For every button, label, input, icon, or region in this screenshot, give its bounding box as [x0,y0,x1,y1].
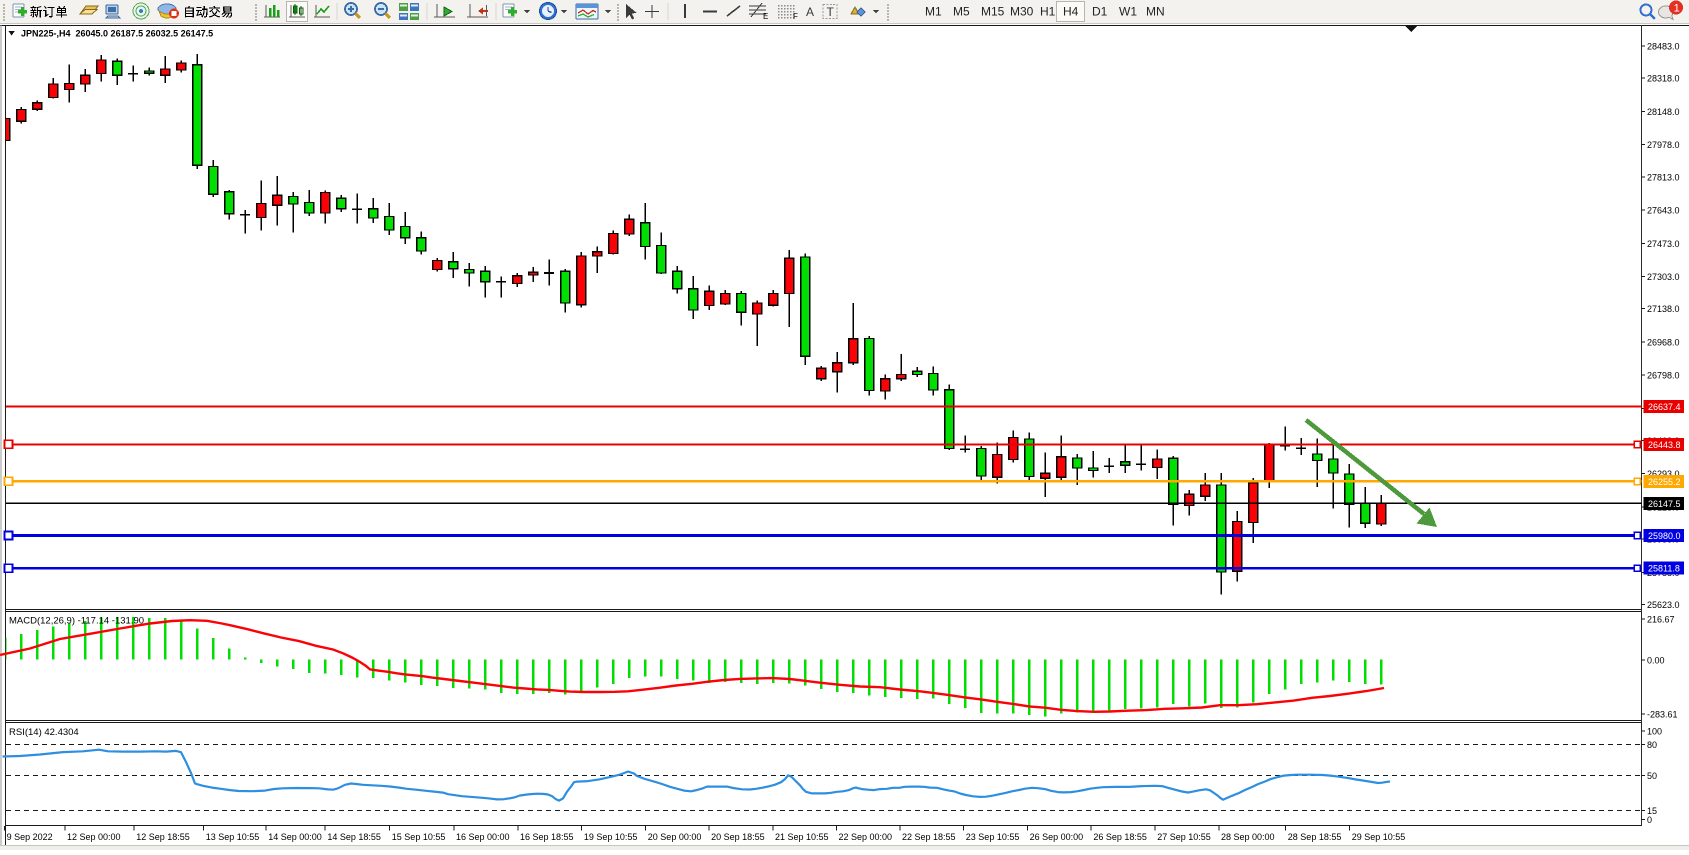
svg-text:12 Sep 00:00: 12 Sep 00:00 [67,832,121,842]
svg-text:25980.0: 25980.0 [1648,531,1681,541]
svg-text:W1: W1 [1119,5,1137,19]
svg-text:23 Sep 10:55: 23 Sep 10:55 [966,832,1020,842]
svg-text:A: A [806,5,814,19]
svg-text:20 Sep 00:00: 20 Sep 00:00 [648,832,702,842]
svg-text:26 Sep 18:55: 26 Sep 18:55 [1093,832,1147,842]
svg-text:H1: H1 [1040,5,1056,19]
svg-text:15: 15 [1647,806,1657,816]
svg-text:H4: H4 [1063,5,1079,19]
svg-text:MACD(12,26,9) -117.14 -131.90: MACD(12,26,9) -117.14 -131.90 [9,616,144,627]
svg-text:0: 0 [1647,815,1652,825]
svg-text:RSI(14) 42.4304: RSI(14) 42.4304 [9,727,79,738]
svg-text:15 Sep 10:55: 15 Sep 10:55 [392,832,446,842]
svg-text:25811.8: 25811.8 [1648,564,1680,574]
svg-text:27978.0: 27978.0 [1647,140,1680,150]
svg-text:T: T [827,5,835,19]
svg-text:F: F [793,12,798,21]
svg-text:22 Sep 00:00: 22 Sep 00:00 [839,832,893,842]
svg-text:28148.0: 28148.0 [1647,107,1680,117]
svg-text:E: E [763,12,768,21]
svg-text:26293.0: 26293.0 [1647,469,1680,479]
svg-text:26255.2: 26255.2 [1648,477,1681,487]
svg-text:16 Sep 00:00: 16 Sep 00:00 [456,832,510,842]
svg-text:26 Sep 00:00: 26 Sep 00:00 [1030,832,1084,842]
svg-text:M15: M15 [981,5,1005,19]
svg-text:216.67: 216.67 [1647,615,1675,625]
svg-text:25623.0: 25623.0 [1647,600,1680,610]
svg-text:D1: D1 [1092,5,1108,19]
svg-text:MN: MN [1146,5,1165,19]
svg-text:14 Sep 00:00: 14 Sep 00:00 [268,832,322,842]
svg-text:26637.4: 26637.4 [1648,402,1681,412]
svg-text:-283.61: -283.61 [1647,710,1678,720]
svg-text:20 Sep 18:55: 20 Sep 18:55 [711,832,765,842]
svg-text:21 Sep 10:55: 21 Sep 10:55 [775,832,829,842]
svg-text:28318.0: 28318.0 [1647,74,1680,84]
svg-text:27473.0: 27473.0 [1647,239,1680,249]
svg-text:27138.0: 27138.0 [1647,304,1680,314]
svg-text:28 Sep 18:55: 28 Sep 18:55 [1288,832,1342,842]
svg-text:26147.5: 26147.5 [1648,499,1681,509]
svg-text:26968.0: 26968.0 [1647,337,1680,347]
svg-text:27 Sep 10:55: 27 Sep 10:55 [1157,832,1211,842]
svg-text:100: 100 [1647,727,1662,737]
svg-text:28483.0: 28483.0 [1647,42,1680,52]
svg-text:13 Sep 10:55: 13 Sep 10:55 [206,832,260,842]
svg-text:27813.0: 27813.0 [1647,172,1680,182]
svg-text:1: 1 [1674,3,1680,15]
svg-text:26443.8: 26443.8 [1648,440,1681,450]
svg-text:29 Sep 10:55: 29 Sep 10:55 [1352,832,1406,842]
svg-text:28 Sep 00:00: 28 Sep 00:00 [1221,832,1275,842]
svg-text:80: 80 [1647,740,1657,750]
svg-text:16 Sep 18:55: 16 Sep 18:55 [520,832,574,842]
svg-text:M5: M5 [953,5,970,19]
svg-text:9 Sep 2022: 9 Sep 2022 [7,832,53,842]
svg-text:27643.0: 27643.0 [1647,206,1680,216]
svg-text:JPN225-,H4 26045.0 26187.5 26: JPN225-,H4 26045.0 26187.5 26032.5 26147… [21,29,213,39]
svg-text:M30: M30 [1010,5,1034,19]
svg-text:M1: M1 [925,5,942,19]
svg-text:26798.0: 26798.0 [1647,371,1680,381]
svg-text:22 Sep 18:55: 22 Sep 18:55 [902,832,956,842]
svg-text:50: 50 [1647,771,1657,781]
svg-text:14 Sep 18:55: 14 Sep 18:55 [327,832,381,842]
svg-text:19 Sep 10:55: 19 Sep 10:55 [584,832,638,842]
svg-text:0.00: 0.00 [1647,656,1665,666]
svg-text:12 Sep 18:55: 12 Sep 18:55 [136,832,190,842]
svg-text:27303.0: 27303.0 [1647,272,1680,282]
